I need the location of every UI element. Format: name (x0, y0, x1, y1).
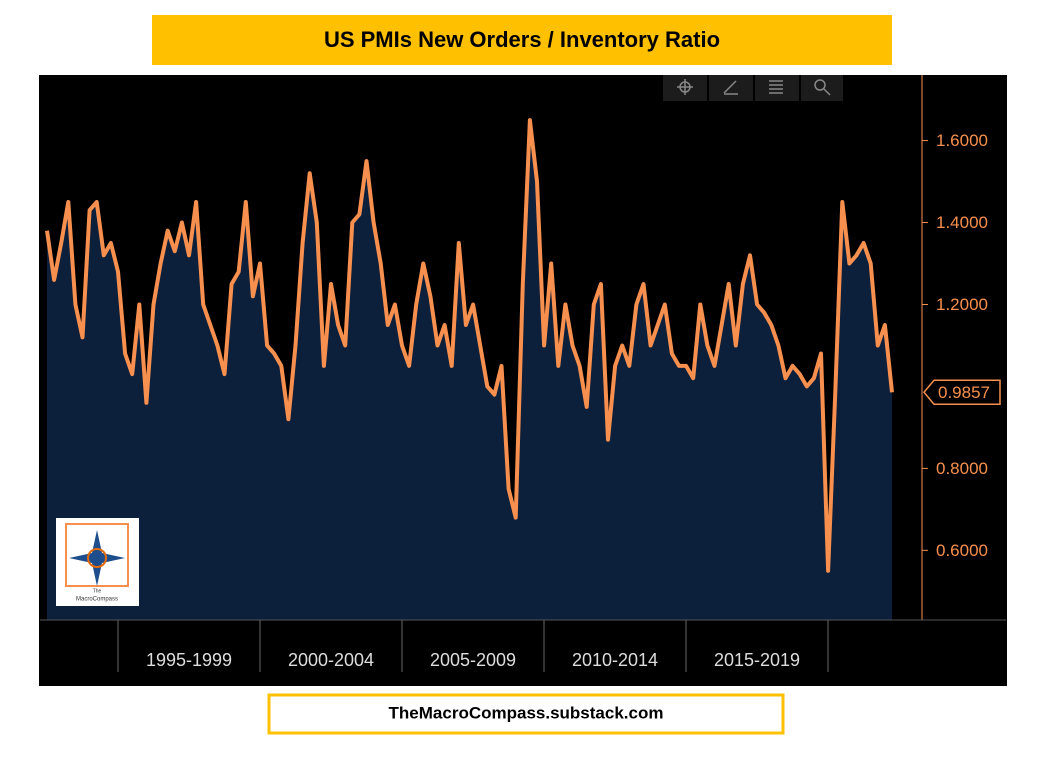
tool-button[interactable] (709, 75, 753, 101)
last-value-box (923, 379, 1001, 406)
tool-button[interactable] (755, 75, 799, 101)
y-tick-label: 0.6000 (936, 541, 988, 560)
toolbar (663, 75, 843, 101)
x-tick-label: 2005-2009 (430, 650, 516, 670)
chart-title: US PMIs New Orders / Inventory Ratio (324, 27, 720, 52)
last-value-label: 0.9857 (938, 383, 990, 402)
tool-button[interactable] (801, 75, 843, 101)
footer: TheMacroCompass.substack.com (389, 703, 664, 722)
y-tick-label: 1.6000 (936, 131, 988, 150)
y-tick-label: 1.4000 (936, 213, 988, 232)
line (45, 118, 894, 573)
footer-box (267, 693, 785, 735)
y-tick-label: 0.8000 (936, 459, 988, 478)
plot-area (45, 118, 894, 620)
logo-text: The (93, 588, 102, 594)
title-banner (152, 15, 892, 65)
y-tick-label: 1.2000 (936, 295, 988, 314)
x-tick-label: 2015-2019 (714, 650, 800, 670)
area (47, 120, 892, 620)
x-tick-label: 1995-1999 (146, 650, 232, 670)
logo: The MacroCompass (56, 518, 139, 606)
x-tick-label: 2000-2004 (288, 650, 374, 670)
x-tick-label: 2010-2014 (572, 650, 658, 670)
logo-text: MacroCompass (76, 597, 118, 603)
